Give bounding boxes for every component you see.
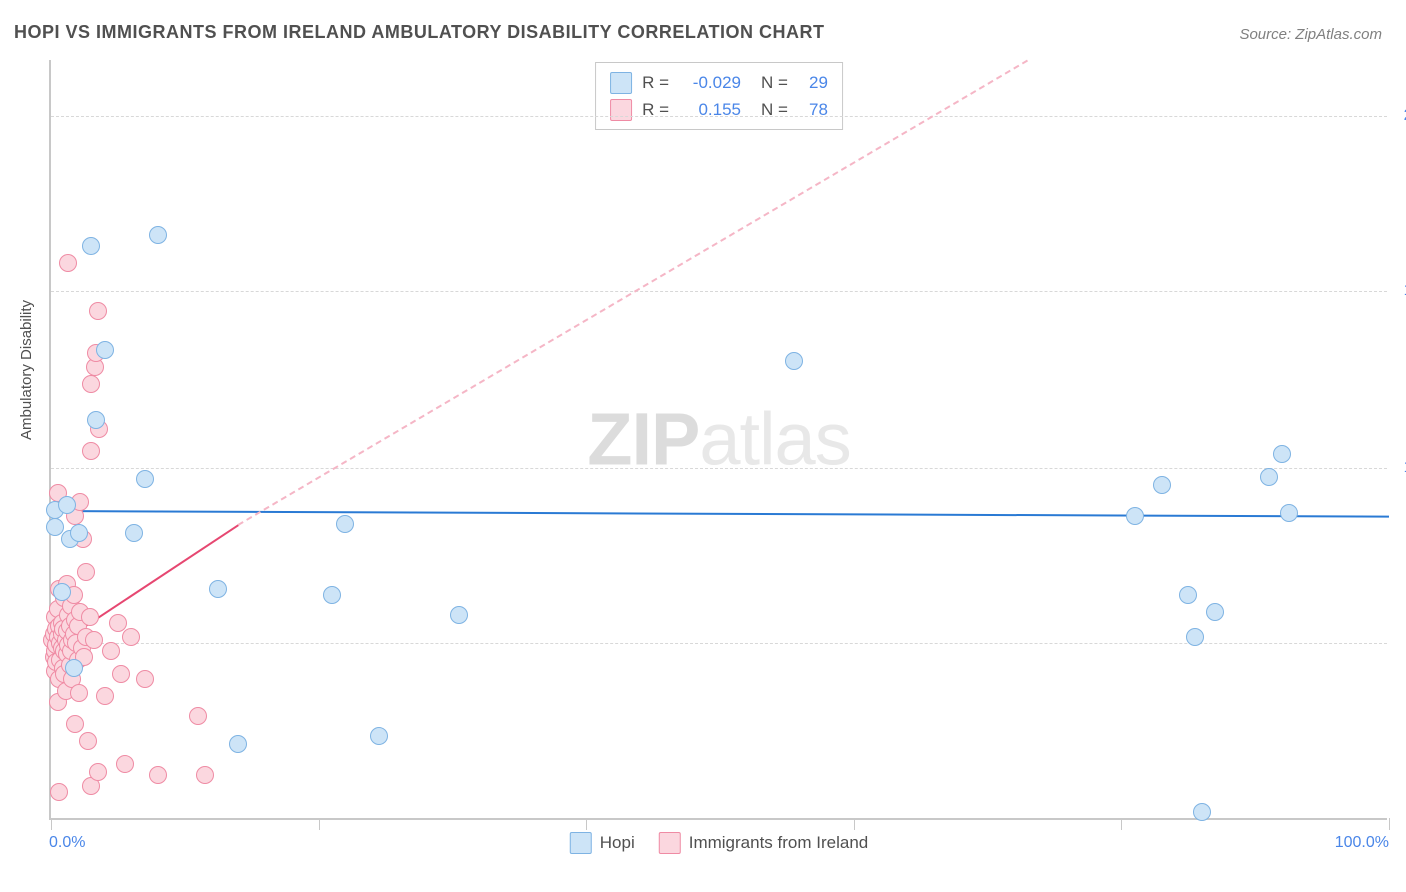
n-label: N = [761,96,788,123]
data-point [116,755,134,773]
source-label: Source: ZipAtlas.com [1239,26,1382,43]
gridline [51,643,1387,644]
legend-stats: R = -0.029 N = 29 R = 0.155 N = 78 [595,62,843,130]
data-point [112,665,130,683]
data-point [70,524,88,542]
legend-stats-row: R = -0.029 N = 29 [610,69,828,96]
legend-item: Immigrants from Ireland [659,832,869,854]
data-point [81,608,99,626]
legend-swatch-ireland [610,99,632,121]
data-point [50,783,68,801]
data-point [102,642,120,660]
x-tick [319,818,320,830]
legend-label-ireland: Immigrants from Ireland [689,833,869,853]
gridline [51,116,1387,117]
data-point [109,614,127,632]
r-label: R = [642,96,669,123]
n-value-ireland: 78 [798,96,828,123]
x-tick [1121,818,1122,830]
data-point [229,735,247,753]
x-tick [854,818,855,830]
data-point [336,515,354,533]
data-point [59,254,77,272]
data-point [79,732,97,750]
data-point [136,670,154,688]
data-point [125,524,143,542]
data-point [1186,628,1204,646]
data-point [70,684,88,702]
gridline [51,291,1387,292]
legend-series: Hopi Immigrants from Ireland [570,832,868,854]
data-point [1179,586,1197,604]
data-point [149,766,167,784]
data-point [189,707,207,725]
data-point [96,341,114,359]
legend-item: Hopi [570,832,635,854]
data-point [1193,803,1211,821]
data-point [65,659,83,677]
data-point [82,237,100,255]
data-point [58,496,76,514]
data-point [122,628,140,646]
plot-area: ZIPatlas R = -0.029 N = 29 R = 0.155 N =… [49,60,1387,820]
legend-swatch-hopi [570,832,592,854]
gridline [51,468,1387,469]
data-point [149,226,167,244]
data-point [77,563,95,581]
data-point [1273,445,1291,463]
data-point [66,715,84,733]
chart-container: HOPI VS IMMIGRANTS FROM IRELAND AMBULATO… [0,0,1406,892]
data-point [89,763,107,781]
data-point [82,375,100,393]
data-point [87,411,105,429]
data-point [450,606,468,624]
n-value-hopi: 29 [798,69,828,96]
x-tick [586,818,587,830]
data-point [1206,603,1224,621]
data-point [89,302,107,320]
data-point [1153,476,1171,494]
r-value-ireland: 0.155 [679,96,741,123]
x-tick [51,818,52,830]
legend-swatch-ireland [659,832,681,854]
data-point [209,580,227,598]
x-tick [1389,818,1390,830]
legend-label-hopi: Hopi [600,833,635,853]
n-label: N = [761,69,788,96]
data-point [82,442,100,460]
y-axis-title: Ambulatory Disability [18,300,35,440]
legend-stats-row: R = 0.155 N = 78 [610,96,828,123]
data-point [96,687,114,705]
r-label: R = [642,69,669,96]
data-point [370,727,388,745]
r-value-hopi: -0.029 [679,69,741,96]
data-point [53,583,71,601]
data-point [1280,504,1298,522]
data-point [85,631,103,649]
data-point [196,766,214,784]
data-point [136,470,154,488]
x-axis-max-label: 100.0% [1335,834,1389,852]
x-axis-min-label: 0.0% [49,834,85,852]
data-point [1260,468,1278,486]
chart-title: HOPI VS IMMIGRANTS FROM IRELAND AMBULATO… [14,22,825,43]
legend-swatch-hopi [610,72,632,94]
data-point [1126,507,1144,525]
data-point [785,352,803,370]
data-point [323,586,341,604]
